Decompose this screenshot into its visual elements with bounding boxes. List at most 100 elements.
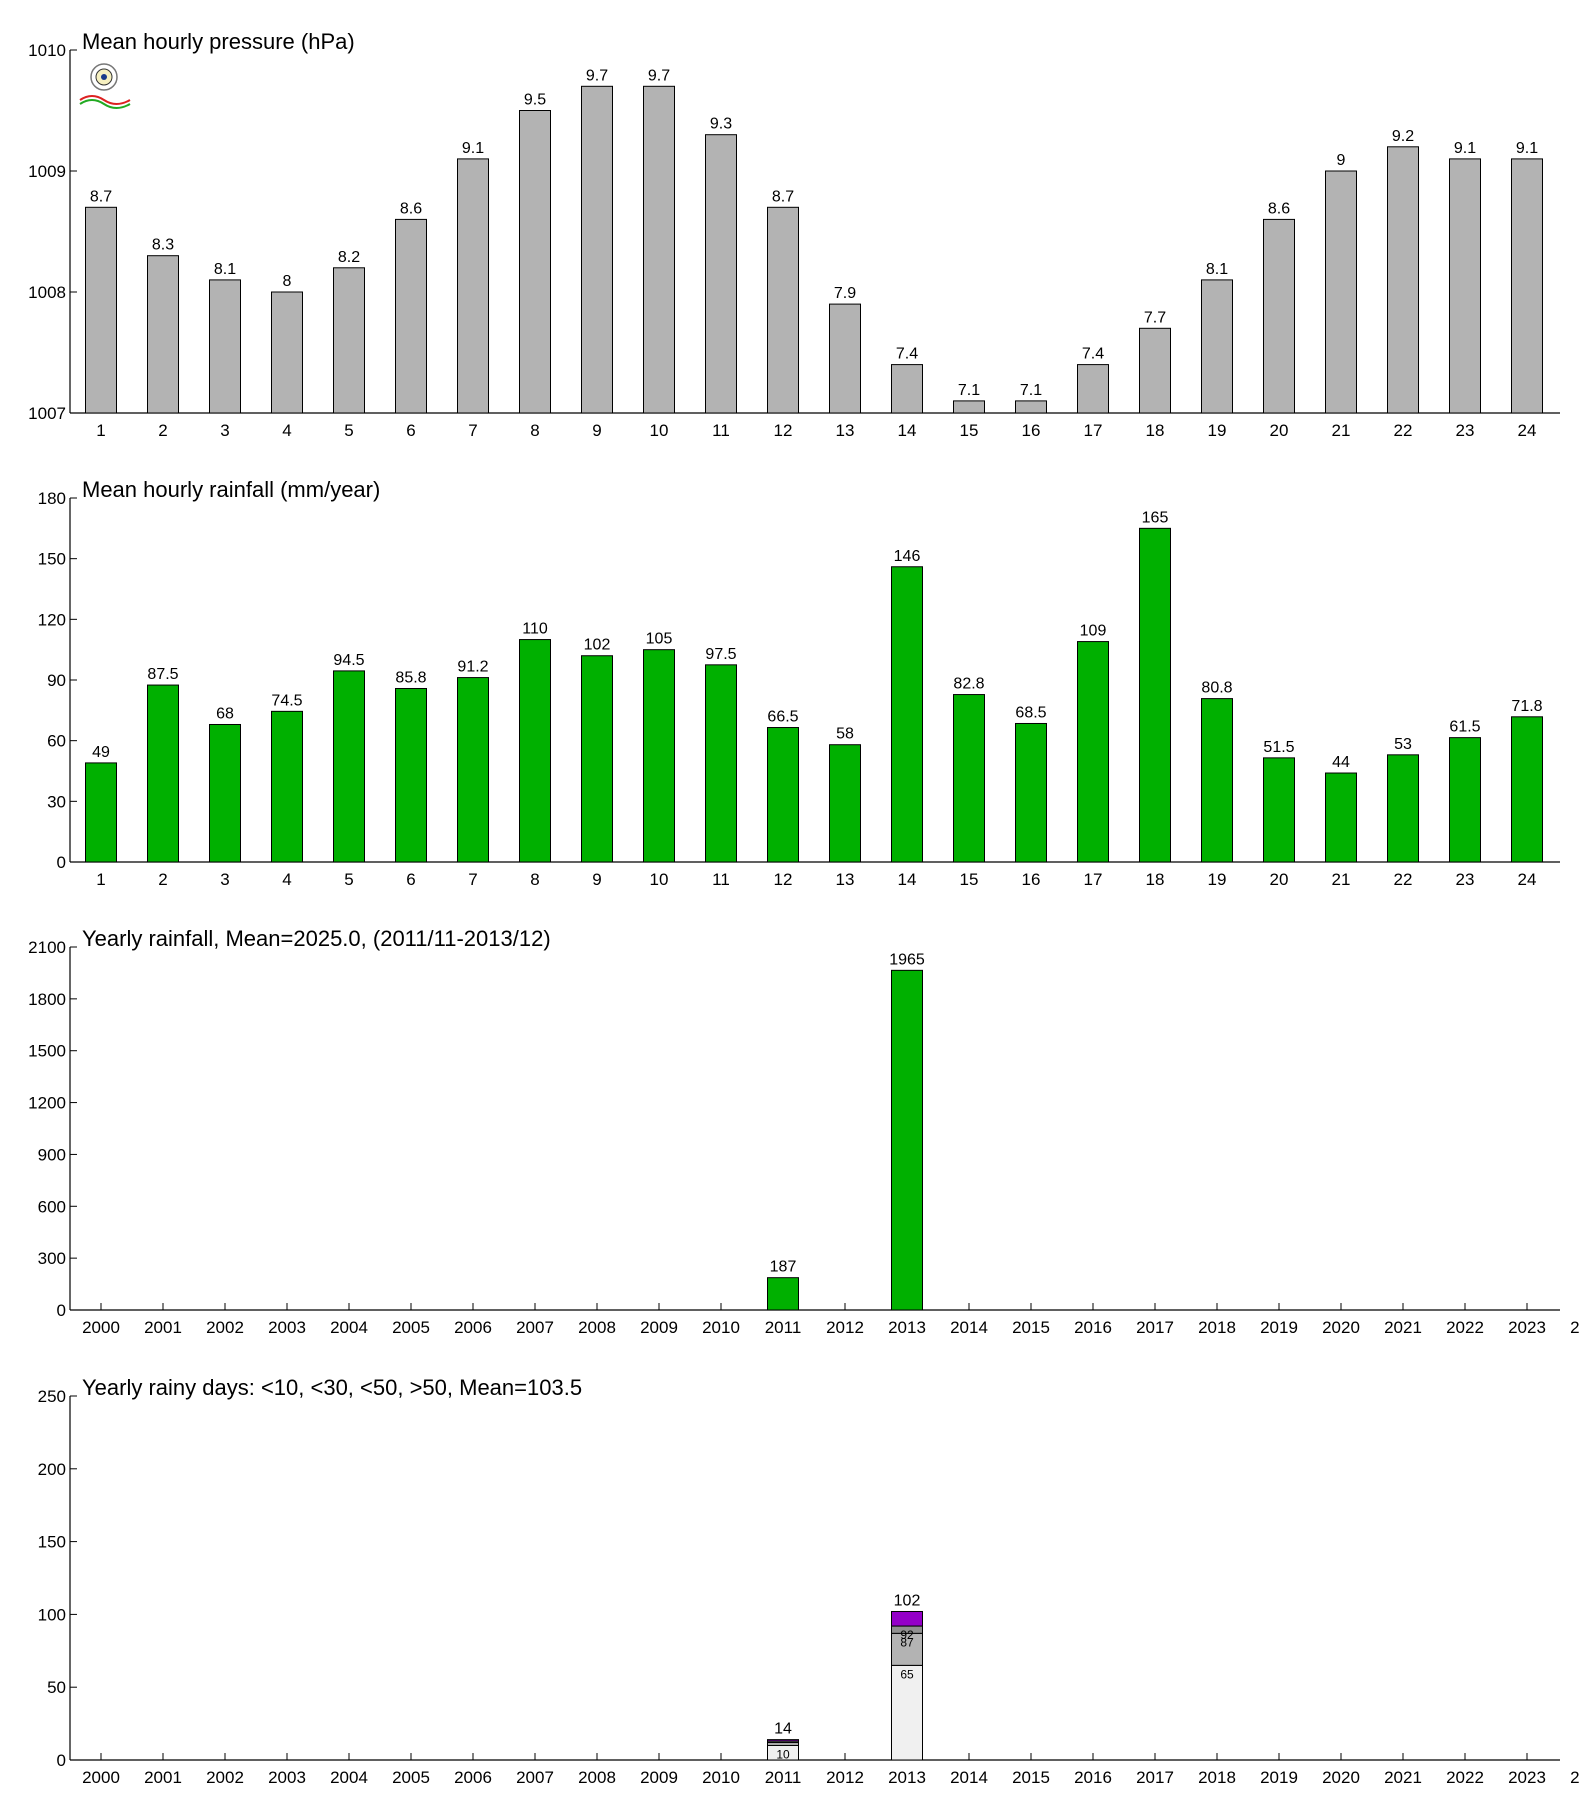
x-tick-label: 2004: [330, 1318, 368, 1337]
data-label: 8.3: [152, 237, 174, 254]
y-tick-label: 180: [38, 489, 66, 508]
x-tick-label: 2012: [826, 1768, 864, 1787]
x-tick-label: 24: [1518, 421, 1537, 440]
x-tick-label: 2017: [1136, 1318, 1174, 1337]
x-tick-label: 19: [1208, 870, 1227, 889]
x-tick-label: 2010: [702, 1318, 740, 1337]
data-label: 146: [894, 548, 921, 565]
bar: [457, 158, 489, 414]
x-tick-label: 2007: [516, 1318, 554, 1337]
x-tick-label: 2021: [1384, 1318, 1422, 1337]
x-tick-label: 2023: [1508, 1768, 1546, 1787]
x-tick-label: 7: [468, 421, 477, 440]
bar: [767, 727, 799, 863]
y-tick-label: 60: [47, 732, 66, 751]
y-tick-label: 1009: [28, 162, 66, 181]
bar: [395, 687, 427, 863]
data-label: 74.5: [271, 692, 302, 709]
x-tick-label: 2001: [144, 1768, 182, 1787]
x-tick-label: 1: [96, 870, 105, 889]
data-label: 7.1: [958, 382, 980, 399]
x-tick-label: 3: [220, 421, 229, 440]
x-tick-label: 2001: [144, 1318, 182, 1337]
x-tick-label: 12: [774, 870, 793, 889]
x-tick-label: 2018: [1198, 1768, 1236, 1787]
x-tick-label: 2022: [1446, 1318, 1484, 1337]
bar: [1077, 641, 1109, 863]
data-label: 9.3: [710, 116, 732, 133]
data-label: 58: [836, 726, 854, 743]
x-tick-label: 5: [344, 870, 353, 889]
data-label: 9.1: [462, 140, 484, 157]
data-label: 53: [1394, 736, 1412, 753]
x-tick-label: 9: [592, 421, 601, 440]
bar: [1511, 716, 1543, 863]
x-tick-label: 2015: [1012, 1318, 1050, 1337]
data-label: 9.7: [648, 67, 670, 84]
x-tick-label: 16: [1022, 870, 1041, 889]
x-tick-label: 1: [96, 421, 105, 440]
bar: [209, 279, 241, 414]
x-tick-label: 14: [898, 421, 917, 440]
x-tick-label: 2009: [640, 1768, 678, 1787]
data-label: 82.8: [953, 676, 984, 693]
bar: [85, 206, 117, 414]
x-tick-label: 6: [406, 870, 415, 889]
data-label: 165: [1142, 509, 1169, 526]
weather-lab-logo: [79, 63, 131, 109]
data-label: 1965: [889, 951, 925, 968]
bar: [519, 110, 551, 414]
bar: [829, 303, 861, 414]
bar: [953, 694, 985, 863]
bar: [1511, 158, 1543, 414]
y-tick-label: 1007: [28, 404, 66, 423]
y-tick-label: 1800: [28, 990, 66, 1009]
data-label: 94.5: [333, 652, 364, 669]
x-tick-label: 2005: [392, 1318, 430, 1337]
x-tick-label: 10: [650, 421, 669, 440]
x-tick-label: 21: [1332, 870, 1351, 889]
x-tick-label: 2013: [888, 1318, 926, 1337]
data-label: 97.5: [705, 646, 736, 663]
data-label: 44: [1332, 754, 1350, 771]
x-tick-label: 2000: [82, 1768, 120, 1787]
y-tick-label: 1500: [28, 1042, 66, 1061]
x-tick-label: 22: [1394, 870, 1413, 889]
x-tick-label: 2008: [578, 1768, 616, 1787]
x-tick-label: 4: [282, 421, 291, 440]
data-label: 7.4: [896, 346, 918, 363]
bar: [953, 400, 985, 414]
data-label: 8.6: [400, 200, 422, 217]
data-label: 105: [646, 631, 673, 648]
data-label: 8.6: [1268, 200, 1290, 217]
data-label: 8.7: [772, 188, 794, 205]
y-tick-label: 150: [38, 1533, 66, 1552]
x-tick-label: 2020: [1322, 1318, 1360, 1337]
x-tick-label: 2003: [268, 1768, 306, 1787]
bar: [147, 255, 179, 414]
bar: [767, 1277, 799, 1311]
x-tick-label: 7: [468, 870, 477, 889]
segment-label: 92: [900, 1628, 914, 1642]
bar: [333, 670, 365, 863]
data-label: 9.5: [524, 92, 546, 109]
data-label: 9.2: [1392, 128, 1414, 145]
data-label: 49: [92, 744, 110, 761]
bar: [1015, 722, 1047, 863]
x-tick-label: 2002: [206, 1768, 244, 1787]
bar: [271, 710, 303, 863]
x-tick-label: 20: [1270, 421, 1289, 440]
x-tick-label: 18: [1146, 421, 1165, 440]
chart-title: Yearly rainy days: <10, <30, <50, >50, M…: [82, 1375, 582, 1400]
data-label: 9.1: [1516, 140, 1538, 157]
x-tick-label: 20: [1270, 870, 1289, 889]
data-label: 7.1: [1020, 382, 1042, 399]
data-label: 109: [1080, 623, 1107, 640]
x-tick-label: 2019: [1260, 1768, 1298, 1787]
data-label: 8.1: [1206, 261, 1228, 278]
x-tick-label: 15: [960, 870, 979, 889]
x-tick-label: 2019: [1260, 1318, 1298, 1337]
data-label: 8.1: [214, 261, 236, 278]
bar: [705, 134, 737, 414]
y-tick-label: 120: [38, 610, 66, 629]
